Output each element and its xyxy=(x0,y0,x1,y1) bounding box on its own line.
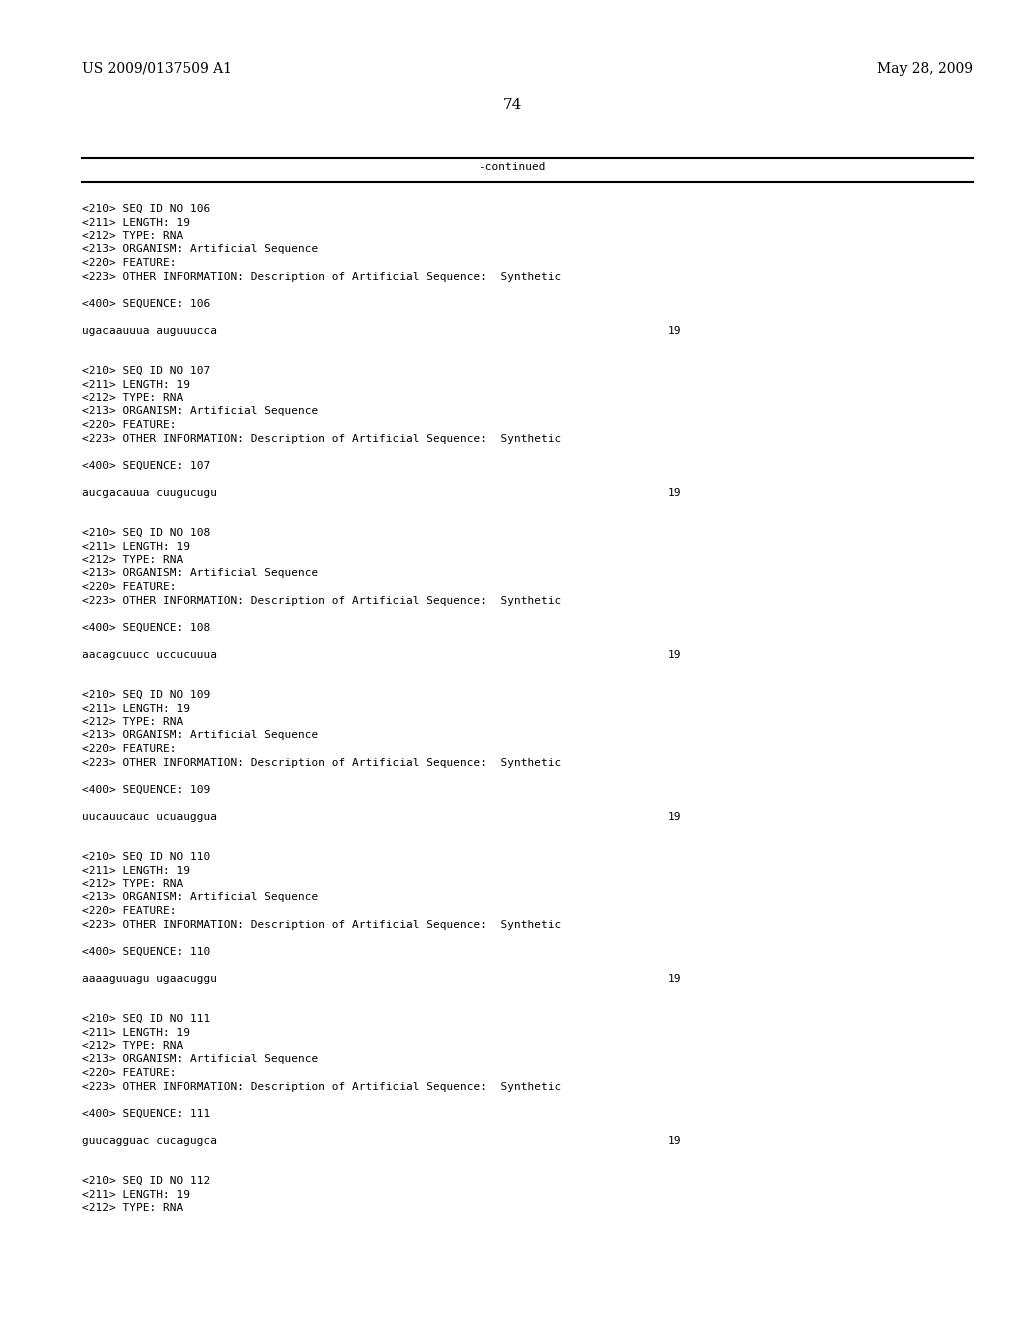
Text: aaaaguuagu ugaacuggu: aaaaguuagu ugaacuggu xyxy=(82,974,217,983)
Text: <220> FEATURE:: <220> FEATURE: xyxy=(82,420,176,430)
Text: <212> TYPE: RNA: <212> TYPE: RNA xyxy=(82,879,183,888)
Text: <220> FEATURE:: <220> FEATURE: xyxy=(82,906,176,916)
Text: <210> SEQ ID NO 109: <210> SEQ ID NO 109 xyxy=(82,690,210,700)
Text: <210> SEQ ID NO 110: <210> SEQ ID NO 110 xyxy=(82,851,210,862)
Text: -continued: -continued xyxy=(478,162,546,172)
Text: US 2009/0137509 A1: US 2009/0137509 A1 xyxy=(82,62,231,77)
Text: <220> FEATURE:: <220> FEATURE: xyxy=(82,744,176,754)
Text: <212> TYPE: RNA: <212> TYPE: RNA xyxy=(82,717,183,727)
Text: <210> SEQ ID NO 107: <210> SEQ ID NO 107 xyxy=(82,366,210,376)
Text: <211> LENGTH: 19: <211> LENGTH: 19 xyxy=(82,866,189,875)
Text: aacagcuucc uccucuuua: aacagcuucc uccucuuua xyxy=(82,649,217,660)
Text: <210> SEQ ID NO 112: <210> SEQ ID NO 112 xyxy=(82,1176,210,1185)
Text: <400> SEQUENCE: 106: <400> SEQUENCE: 106 xyxy=(82,298,210,309)
Text: <400> SEQUENCE: 111: <400> SEQUENCE: 111 xyxy=(82,1109,210,1118)
Text: <213> ORGANISM: Artificial Sequence: <213> ORGANISM: Artificial Sequence xyxy=(82,569,318,578)
Text: <212> TYPE: RNA: <212> TYPE: RNA xyxy=(82,1041,183,1051)
Text: <213> ORGANISM: Artificial Sequence: <213> ORGANISM: Artificial Sequence xyxy=(82,892,318,903)
Text: <213> ORGANISM: Artificial Sequence: <213> ORGANISM: Artificial Sequence xyxy=(82,730,318,741)
Text: <211> LENGTH: 19: <211> LENGTH: 19 xyxy=(82,218,189,227)
Text: 19: 19 xyxy=(668,326,681,335)
Text: 19: 19 xyxy=(668,812,681,821)
Text: <223> OTHER INFORMATION: Description of Artificial Sequence:  Synthetic: <223> OTHER INFORMATION: Description of … xyxy=(82,272,561,281)
Text: <212> TYPE: RNA: <212> TYPE: RNA xyxy=(82,1203,183,1213)
Text: 19: 19 xyxy=(668,1135,681,1146)
Text: <210> SEQ ID NO 108: <210> SEQ ID NO 108 xyxy=(82,528,210,539)
Text: <223> OTHER INFORMATION: Description of Artificial Sequence:  Synthetic: <223> OTHER INFORMATION: Description of … xyxy=(82,758,561,767)
Text: 19: 19 xyxy=(668,649,681,660)
Text: <213> ORGANISM: Artificial Sequence: <213> ORGANISM: Artificial Sequence xyxy=(82,244,318,255)
Text: <210> SEQ ID NO 106: <210> SEQ ID NO 106 xyxy=(82,205,210,214)
Text: <400> SEQUENCE: 108: <400> SEQUENCE: 108 xyxy=(82,623,210,632)
Text: 19: 19 xyxy=(668,974,681,983)
Text: <400> SEQUENCE: 109: <400> SEQUENCE: 109 xyxy=(82,784,210,795)
Text: <223> OTHER INFORMATION: Description of Artificial Sequence:  Synthetic: <223> OTHER INFORMATION: Description of … xyxy=(82,433,561,444)
Text: <213> ORGANISM: Artificial Sequence: <213> ORGANISM: Artificial Sequence xyxy=(82,1055,318,1064)
Text: May 28, 2009: May 28, 2009 xyxy=(877,62,973,77)
Text: <223> OTHER INFORMATION: Description of Artificial Sequence:  Synthetic: <223> OTHER INFORMATION: Description of … xyxy=(82,920,561,929)
Text: <220> FEATURE:: <220> FEATURE: xyxy=(82,1068,176,1078)
Text: uucauucauc ucuauggua: uucauucauc ucuauggua xyxy=(82,812,217,821)
Text: <210> SEQ ID NO 111: <210> SEQ ID NO 111 xyxy=(82,1014,210,1024)
Text: <211> LENGTH: 19: <211> LENGTH: 19 xyxy=(82,704,189,714)
Text: <400> SEQUENCE: 110: <400> SEQUENCE: 110 xyxy=(82,946,210,957)
Text: 74: 74 xyxy=(503,98,521,112)
Text: aucgacauua cuugucugu: aucgacauua cuugucugu xyxy=(82,487,217,498)
Text: <213> ORGANISM: Artificial Sequence: <213> ORGANISM: Artificial Sequence xyxy=(82,407,318,417)
Text: <212> TYPE: RNA: <212> TYPE: RNA xyxy=(82,231,183,242)
Text: ugacaauuua auguuucca: ugacaauuua auguuucca xyxy=(82,326,217,335)
Text: <211> LENGTH: 19: <211> LENGTH: 19 xyxy=(82,541,189,552)
Text: <211> LENGTH: 19: <211> LENGTH: 19 xyxy=(82,1189,189,1200)
Text: <223> OTHER INFORMATION: Description of Artificial Sequence:  Synthetic: <223> OTHER INFORMATION: Description of … xyxy=(82,1081,561,1092)
Text: <400> SEQUENCE: 107: <400> SEQUENCE: 107 xyxy=(82,461,210,470)
Text: <211> LENGTH: 19: <211> LENGTH: 19 xyxy=(82,1027,189,1038)
Text: guucagguac cucagugca: guucagguac cucagugca xyxy=(82,1135,217,1146)
Text: <220> FEATURE:: <220> FEATURE: xyxy=(82,257,176,268)
Text: <223> OTHER INFORMATION: Description of Artificial Sequence:  Synthetic: <223> OTHER INFORMATION: Description of … xyxy=(82,595,561,606)
Text: 19: 19 xyxy=(668,487,681,498)
Text: <212> TYPE: RNA: <212> TYPE: RNA xyxy=(82,554,183,565)
Text: <211> LENGTH: 19: <211> LENGTH: 19 xyxy=(82,380,189,389)
Text: <212> TYPE: RNA: <212> TYPE: RNA xyxy=(82,393,183,403)
Text: <220> FEATURE:: <220> FEATURE: xyxy=(82,582,176,591)
